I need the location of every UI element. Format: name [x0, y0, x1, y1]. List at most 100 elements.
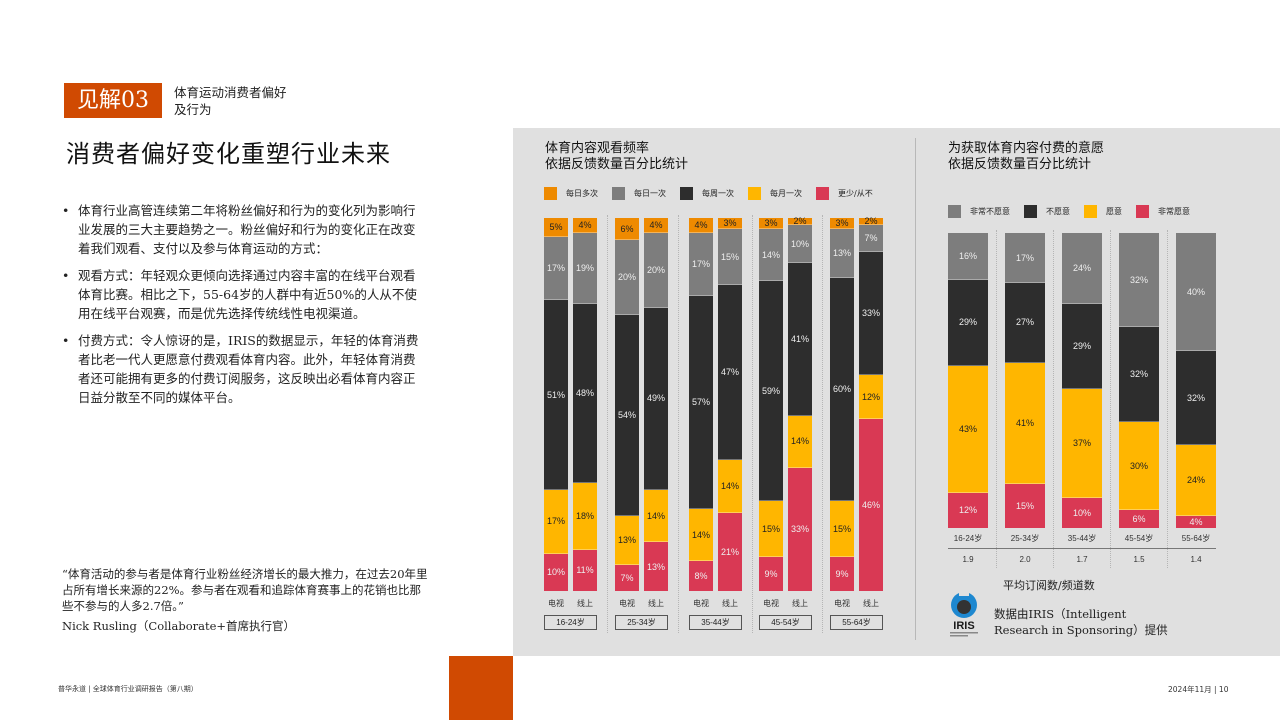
legend-item: 每周一次 — [680, 187, 734, 200]
brand-square — [449, 656, 513, 720]
bar-segment: 57% — [689, 296, 713, 509]
bar-segment: 4% — [573, 218, 597, 233]
viewing-chart-title-text: 体育内容观看频率 — [545, 141, 650, 156]
bar-segment: 15% — [718, 229, 742, 286]
bar-segment: 15% — [830, 501, 854, 558]
age-group-label: 55-64岁 — [1181, 534, 1211, 543]
bar-segment: 29% — [948, 280, 988, 366]
bar-segment: 17% — [544, 490, 568, 554]
bar-segment: 51% — [544, 300, 568, 491]
payment-chart-title-text: 为获取体育内容付费的意愿 — [948, 141, 1105, 156]
bar-label: 电视 — [834, 599, 850, 608]
bar-label: 电视 — [619, 599, 635, 608]
bar-segment: 18% — [573, 482, 597, 550]
bar-segment: 6% — [1119, 510, 1159, 528]
insight-subtitle: 体育运动消费者偏好 及行为 — [174, 84, 287, 118]
stacked-bar: 40% 32% 24% 4% — [1176, 233, 1216, 528]
bar-segment: 17% — [689, 232, 713, 297]
legend-swatch — [948, 205, 961, 218]
legend-item: 不愿意 — [1024, 205, 1070, 218]
avg-subscriptions-value: 1.7 — [1076, 555, 1088, 564]
stacked-bar: 2% 10% 41% 14% 33% — [788, 216, 812, 591]
footer-page-info: 2024年11月 | 10 — [1168, 685, 1229, 694]
bar-segment: 24% — [1176, 445, 1216, 517]
bar-segment: 33% — [788, 467, 812, 591]
age-group-label: 16-24岁 — [953, 534, 983, 543]
payment-legend: 非常不愿意 不愿意 愿意 非常愿意 — [948, 205, 1204, 218]
bar-label: 线上 — [648, 599, 664, 608]
bar-segment: 4% — [1176, 516, 1216, 528]
legend-swatch — [748, 187, 761, 200]
bar-segment: 4% — [644, 218, 668, 233]
bar-segment: 41% — [788, 262, 812, 416]
legend-swatch — [816, 187, 829, 200]
bar-segment: 49% — [644, 307, 668, 491]
group-separator — [1110, 230, 1111, 568]
bar-segment: 21% — [718, 512, 742, 591]
insight-subtitle-line2: 及行为 — [174, 102, 212, 117]
bar-segment: 17% — [544, 236, 568, 301]
bar-segment: 10% — [788, 225, 812, 263]
group-separator — [678, 215, 679, 633]
bar-segment: 12% — [859, 374, 883, 420]
legend-item: 每月一次 — [748, 187, 802, 200]
stacked-bar: 3% 13% 60% 15% 9% — [830, 218, 854, 591]
bar-segment: 60% — [830, 277, 854, 502]
bar-label: 电视 — [693, 599, 709, 608]
legend-swatch — [680, 187, 693, 200]
stacked-bar: 32% 32% 30% 6% — [1119, 233, 1159, 528]
bar-segment: 3% — [830, 218, 854, 230]
source-text: 数据由IRIS（Intelligent Research in Sponsori… — [994, 607, 1168, 637]
avg-subscriptions-value: 1.5 — [1133, 555, 1145, 564]
bar-segment: 37% — [1062, 389, 1102, 499]
legend-label: 每周一次 — [702, 189, 734, 198]
avg-subscriptions-value: 1.9 — [962, 555, 974, 564]
bar-segment: 46% — [859, 419, 883, 591]
legend-swatch — [544, 187, 557, 200]
bar-segment: 24% — [1062, 233, 1102, 304]
page-title: 消费者偏好变化重塑行业未来 — [66, 140, 391, 168]
bar-segment: 4% — [689, 218, 713, 233]
bar-segment: 14% — [718, 460, 742, 513]
stacked-bar: 2% 7% 33% 12% 46% — [859, 216, 883, 591]
bar-segment: 7% — [859, 225, 883, 252]
group-separator — [1167, 230, 1168, 568]
legend-label: 每日多次 — [566, 189, 598, 198]
legend-swatch — [1024, 205, 1037, 218]
stacked-bar: 16% 29% 43% 12% — [948, 233, 988, 528]
legend-label: 每月一次 — [770, 189, 802, 198]
bar-segment: 10% — [1062, 498, 1102, 528]
bullet-trend: 体育行业高管连续第二年将粉丝偏好和行为的变化列为影响行业发展的三大主要趋势之一。… — [62, 201, 422, 258]
group-separator — [607, 215, 608, 633]
bar-segment: 11% — [573, 549, 597, 591]
avg-subscriptions-value: 1.4 — [1190, 555, 1202, 564]
stacked-bar: 17% 27% 41% 15% — [1005, 233, 1045, 528]
age-group-label: 25-34岁 — [615, 615, 668, 630]
payment-chart-subtitle: 依据反馈数量百分比统计 — [948, 157, 1092, 172]
bar-segment: 15% — [1005, 483, 1045, 528]
stacked-bar: 3% 14% 59% 15% 9% — [759, 218, 783, 591]
bar-segment: 20% — [615, 240, 639, 315]
bar-segment: 40% — [1176, 233, 1216, 351]
insight-subtitle-line1: 体育运动消费者偏好 — [174, 85, 287, 100]
bar-segment: 30% — [1119, 421, 1159, 511]
legend-label: 更少/从不 — [838, 189, 873, 198]
bar-label: 线上 — [863, 599, 879, 608]
legend-swatch — [1084, 205, 1097, 218]
bar-segment: 27% — [1005, 283, 1045, 363]
stacked-bar: 6% 20% 54% 13% 7% — [615, 218, 639, 591]
footer-report-name: 普华永道 | 全球体育行业调研报告（第八期） — [58, 685, 198, 693]
bar-segment: 43% — [948, 365, 988, 493]
bar-segment: 2% — [859, 216, 883, 226]
avg-subscriptions-value: 2.0 — [1019, 555, 1031, 564]
quote-text: “体育活动的参与者是体育行业粉丝经济增长的最大推力，在过去20年里占所有增长来源… — [62, 567, 428, 613]
stacked-bar: 5% 17% 51% 17% 10% — [544, 218, 568, 591]
stacked-bar: 3% 15% 47% 14% 21% — [718, 218, 742, 591]
bar-label: 电视 — [548, 599, 564, 608]
legend-swatch — [1136, 205, 1149, 218]
bar-segment: 54% — [615, 314, 639, 517]
stacked-bar: 4% 17% 57% 14% 8% — [689, 218, 713, 591]
legend-item: 更少/从不 — [816, 187, 873, 200]
bar-segment: 10% — [544, 553, 568, 591]
age-group-label: 35-44岁 — [1067, 534, 1097, 543]
